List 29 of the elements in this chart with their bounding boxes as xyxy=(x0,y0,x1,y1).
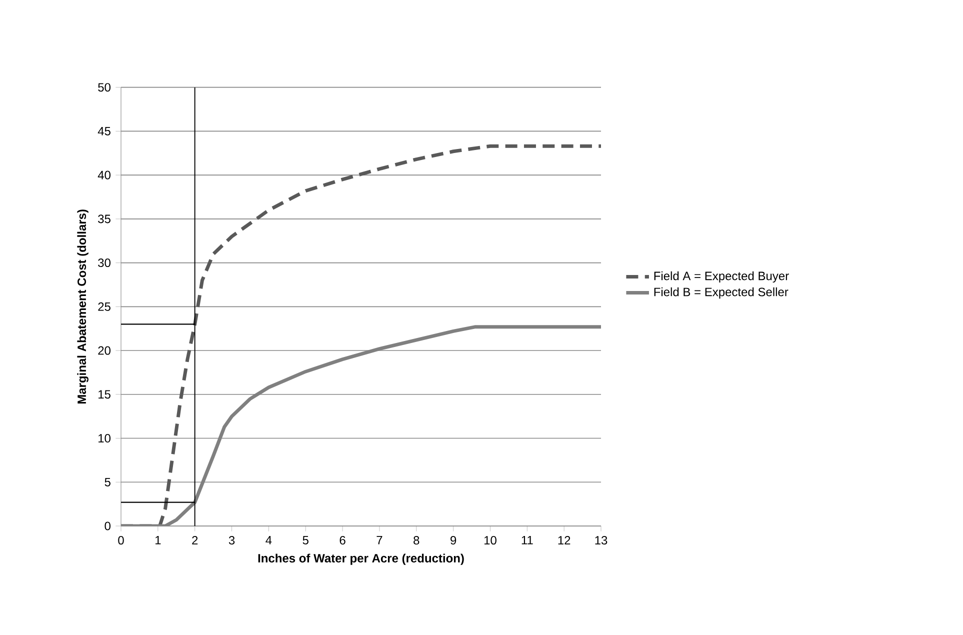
x-tick-label: 5 xyxy=(302,536,308,544)
x-tick-label: 12 xyxy=(558,536,570,544)
legend-label: Field B = Expected Seller xyxy=(654,287,788,299)
y-tick-label: 5 xyxy=(104,478,110,486)
y-tick-label: 25 xyxy=(98,302,110,311)
y-tick-label: 20 xyxy=(98,346,110,355)
x-tick-label: 9 xyxy=(450,536,456,545)
x-tick-label: 3 xyxy=(228,536,235,545)
y-tick-label: 45 xyxy=(98,127,110,136)
y-axis-title: Marginal Abatement Cost (dollars) xyxy=(77,210,88,404)
legend-label: Field A = Expected Buyer xyxy=(654,271,789,283)
x-tick-label: 10 xyxy=(484,536,496,545)
y-tick-label: 0 xyxy=(104,522,110,530)
x-tick-label: 7 xyxy=(376,536,382,544)
y-tick-label: 35 xyxy=(98,214,110,224)
y-tick-label: 10 xyxy=(98,434,110,443)
y-tick-label: 15 xyxy=(98,390,110,399)
x-tick-label: 2 xyxy=(192,536,198,544)
x-tick-label: 8 xyxy=(414,536,420,545)
x-axis-title: Inches of Water per Acre (reduction) xyxy=(258,554,464,565)
x-tick-label: 6 xyxy=(340,536,346,545)
x-tick-label: 4 xyxy=(266,536,272,544)
x-tick-label: 0 xyxy=(118,536,124,545)
x-tick-label: 11 xyxy=(522,536,533,544)
x-tick-label: 1 xyxy=(156,536,161,544)
x-tick-label: 13 xyxy=(595,536,608,545)
y-tick-label: 40 xyxy=(98,170,110,180)
y-tick-label: 50 xyxy=(98,83,110,92)
y-tick-label: 30 xyxy=(98,258,110,268)
